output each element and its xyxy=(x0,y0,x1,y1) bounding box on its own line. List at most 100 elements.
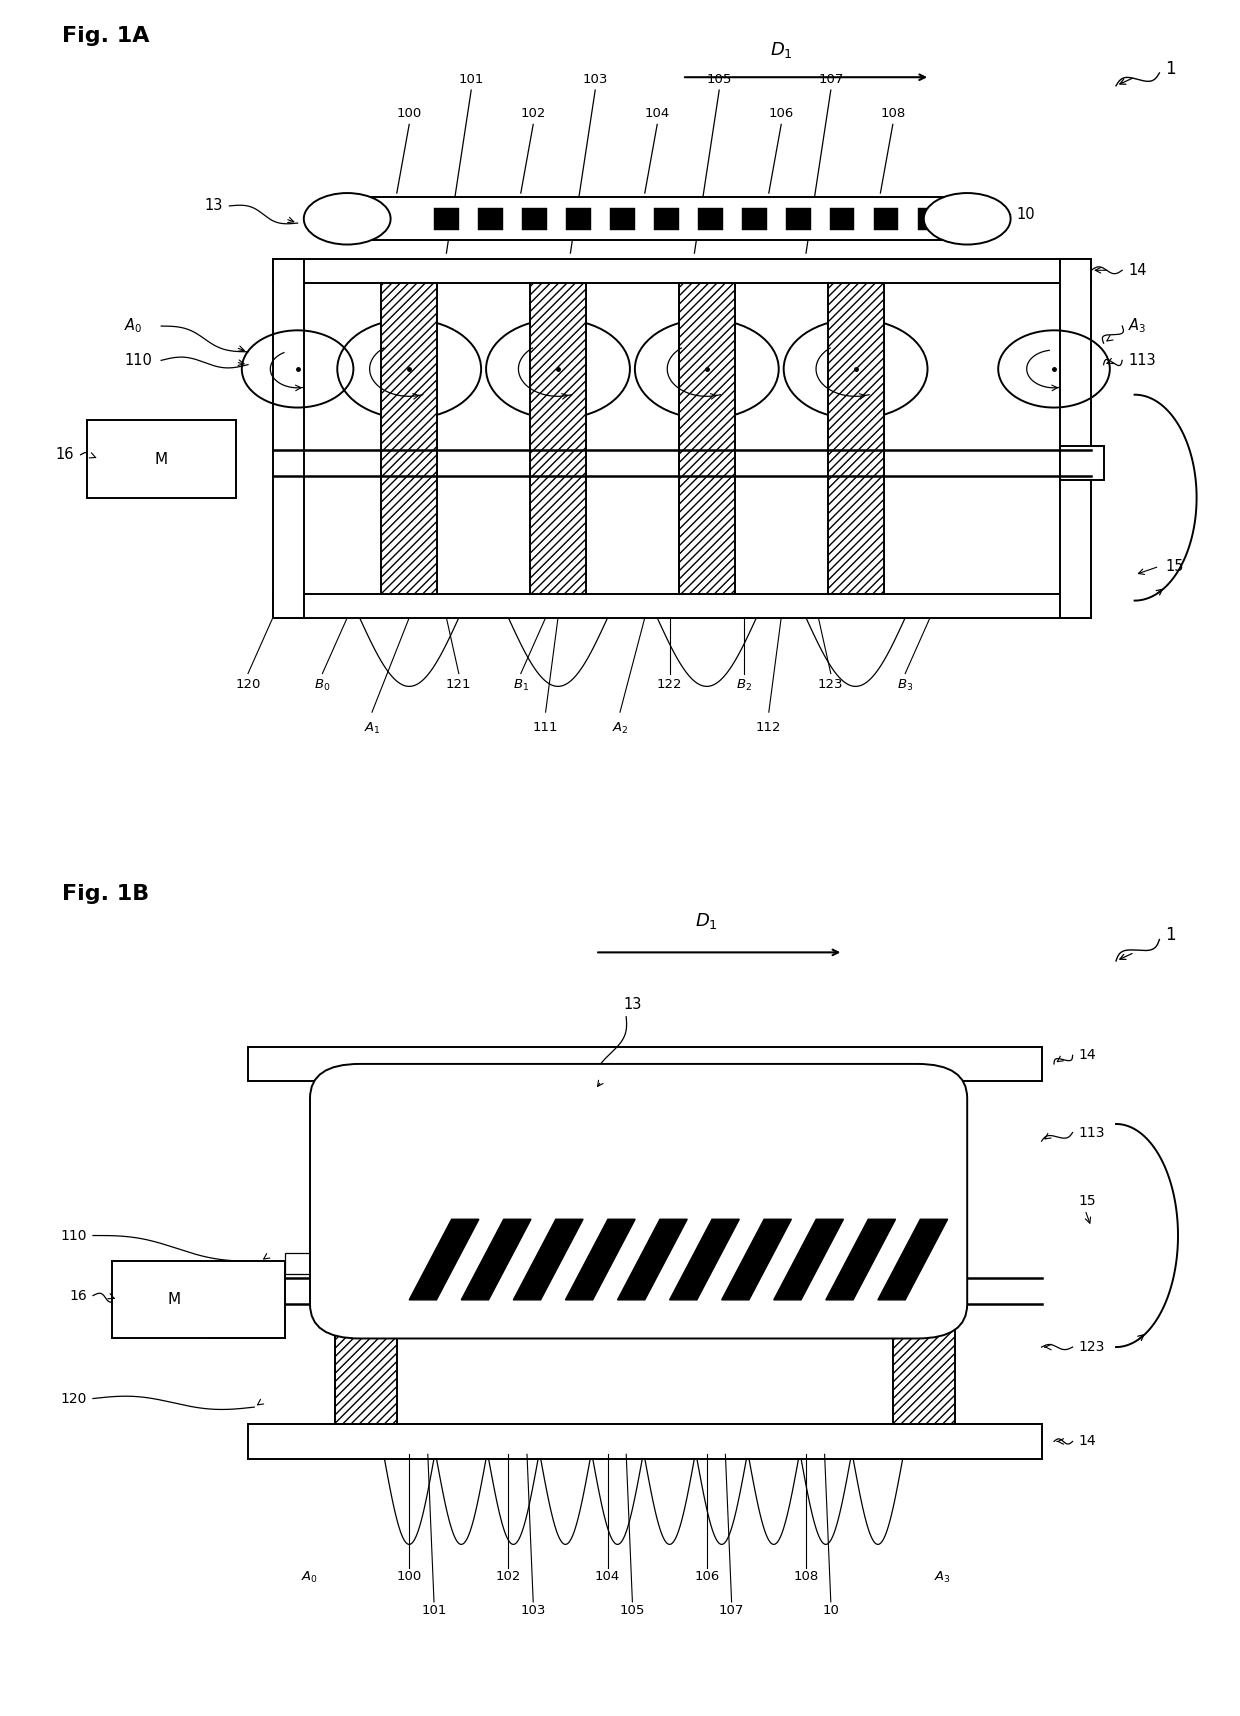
Text: 104: 104 xyxy=(595,1570,620,1584)
Text: 101: 101 xyxy=(422,1604,446,1618)
Text: 15: 15 xyxy=(1166,559,1184,573)
Bar xyxy=(112,1261,285,1338)
Bar xyxy=(341,1261,378,1287)
Bar xyxy=(248,1424,1042,1459)
Text: 106: 106 xyxy=(769,106,794,120)
Bar xyxy=(874,208,899,230)
Text: 105: 105 xyxy=(620,1604,645,1618)
Text: 120: 120 xyxy=(236,678,260,692)
Bar xyxy=(680,283,734,594)
Bar xyxy=(522,208,547,230)
Text: 107: 107 xyxy=(818,72,843,86)
Text: 15: 15 xyxy=(1079,1194,1096,1208)
Text: 110: 110 xyxy=(124,353,151,367)
Bar xyxy=(285,1253,335,1273)
Polygon shape xyxy=(513,1220,583,1301)
Bar xyxy=(434,208,459,230)
Bar xyxy=(347,1086,942,1107)
Bar xyxy=(565,208,590,230)
Bar xyxy=(211,1261,285,1338)
Polygon shape xyxy=(565,1220,635,1301)
Text: $B_2$: $B_2$ xyxy=(737,678,751,693)
Text: 108: 108 xyxy=(794,1570,818,1584)
Text: 113: 113 xyxy=(1079,1126,1105,1139)
Bar xyxy=(273,259,1091,283)
Text: 10: 10 xyxy=(822,1604,839,1618)
Text: 103: 103 xyxy=(583,72,608,86)
Polygon shape xyxy=(461,1220,531,1301)
Text: 107: 107 xyxy=(719,1604,744,1618)
Bar xyxy=(1060,446,1104,480)
Polygon shape xyxy=(670,1220,739,1301)
Text: 104: 104 xyxy=(645,106,670,120)
Text: 101: 101 xyxy=(459,72,484,86)
Text: $A_0$: $A_0$ xyxy=(301,1570,319,1586)
Text: 13: 13 xyxy=(205,199,223,213)
Text: 121: 121 xyxy=(446,678,471,692)
Text: 102: 102 xyxy=(521,106,546,120)
Text: 13: 13 xyxy=(624,997,641,1012)
FancyBboxPatch shape xyxy=(310,1064,967,1338)
Text: $A_1$: $A_1$ xyxy=(363,721,381,736)
Bar xyxy=(828,283,883,594)
Text: $D_1$: $D_1$ xyxy=(696,911,718,930)
Bar xyxy=(698,208,723,230)
Bar xyxy=(786,208,811,230)
Text: $A_2$: $A_2$ xyxy=(611,721,629,736)
Bar xyxy=(382,283,438,594)
Text: 1: 1 xyxy=(1166,927,1177,944)
Bar xyxy=(335,1081,397,1424)
Text: Fig. 1A: Fig. 1A xyxy=(62,26,150,46)
Text: 106: 106 xyxy=(694,1570,719,1584)
Bar xyxy=(610,208,635,230)
Bar xyxy=(911,1261,949,1287)
Text: M: M xyxy=(155,451,167,467)
Bar xyxy=(87,420,236,498)
Polygon shape xyxy=(618,1220,687,1301)
Ellipse shape xyxy=(304,192,391,244)
Bar xyxy=(248,1047,1042,1081)
Text: M: M xyxy=(167,1292,180,1308)
Bar xyxy=(531,283,585,594)
Text: 16: 16 xyxy=(69,1289,87,1302)
Bar xyxy=(893,1081,955,1424)
Bar xyxy=(477,208,502,230)
Text: 123: 123 xyxy=(818,678,843,692)
Text: 16: 16 xyxy=(56,448,74,462)
Text: Fig. 1B: Fig. 1B xyxy=(62,884,149,904)
Bar xyxy=(653,208,678,230)
Bar xyxy=(335,197,980,240)
Text: $B_0$: $B_0$ xyxy=(314,678,331,693)
Polygon shape xyxy=(774,1220,843,1301)
Text: $A_3$: $A_3$ xyxy=(934,1570,951,1586)
Bar xyxy=(531,283,585,594)
Text: 14: 14 xyxy=(1128,263,1147,278)
Bar xyxy=(335,1081,397,1424)
Bar xyxy=(893,1081,955,1424)
Text: 111: 111 xyxy=(533,721,558,734)
Bar xyxy=(1060,259,1091,618)
Text: 103: 103 xyxy=(521,1604,546,1618)
Polygon shape xyxy=(826,1220,895,1301)
Polygon shape xyxy=(722,1220,791,1301)
Text: 1: 1 xyxy=(1166,60,1177,77)
Text: 14: 14 xyxy=(1079,1048,1096,1062)
Ellipse shape xyxy=(924,192,1011,244)
Text: $B_1$: $B_1$ xyxy=(513,678,528,693)
Bar xyxy=(680,283,734,594)
Text: 120: 120 xyxy=(61,1392,87,1405)
Bar xyxy=(273,259,304,618)
Text: 110: 110 xyxy=(61,1229,87,1242)
Polygon shape xyxy=(878,1220,947,1301)
Bar xyxy=(830,208,854,230)
Bar xyxy=(273,594,1091,618)
Text: 112: 112 xyxy=(756,721,781,734)
Text: 122: 122 xyxy=(657,678,682,692)
Text: 113: 113 xyxy=(1128,353,1156,367)
Bar xyxy=(828,283,883,594)
Polygon shape xyxy=(409,1220,479,1301)
Text: 108: 108 xyxy=(880,106,905,120)
Text: $B_3$: $B_3$ xyxy=(897,678,914,693)
Bar xyxy=(742,208,766,230)
Text: $A_3$: $A_3$ xyxy=(1128,317,1147,335)
